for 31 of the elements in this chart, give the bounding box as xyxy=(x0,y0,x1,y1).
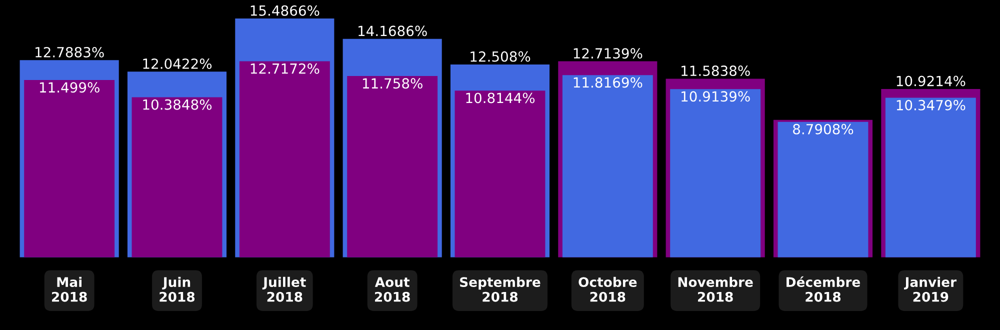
data-label: 14.1686% xyxy=(358,26,427,36)
data-label: 10.3479% xyxy=(896,100,966,110)
x-tick-label: Aout 2018 xyxy=(374,277,410,302)
bar xyxy=(239,61,330,258)
x-tick-label: Novembre 2018 xyxy=(678,276,753,302)
data-label: 12.7172% xyxy=(250,63,320,74)
bar xyxy=(347,76,438,258)
x-tick-label: Septembre 2018 xyxy=(460,276,540,302)
x-tick-label: Mai 2018 xyxy=(52,276,87,302)
data-label: 12.508% xyxy=(470,51,530,62)
bar xyxy=(24,80,115,258)
data-label: 11.758% xyxy=(362,78,422,89)
data-label: 10.3848% xyxy=(143,99,212,110)
x-tick-label: Juin 2018 xyxy=(160,276,195,302)
x-tick-label: Janvier 2019 xyxy=(904,276,957,302)
data-label: 12.7139% xyxy=(574,48,642,59)
x-tick-label: Octobre 2018 xyxy=(578,276,637,302)
x-tick-label: Décembre 2018 xyxy=(786,276,860,302)
data-label: 8.7908% xyxy=(793,124,854,134)
data-label: 11.5838% xyxy=(682,66,750,76)
data-label: 10.9139% xyxy=(682,91,750,102)
data-label: 11.8169% xyxy=(574,77,642,88)
data-label: 12.7883% xyxy=(36,46,104,58)
data-label: 12.0422% xyxy=(143,58,212,69)
bar xyxy=(132,97,222,258)
data-label: 11.499% xyxy=(40,82,100,93)
data-label: 10.8144% xyxy=(466,92,535,104)
x-tick-label: Juillet 2018 xyxy=(262,276,306,302)
data-label: 10.9214% xyxy=(896,76,966,86)
data-label: 15.4866% xyxy=(250,5,320,16)
bar xyxy=(454,90,546,258)
